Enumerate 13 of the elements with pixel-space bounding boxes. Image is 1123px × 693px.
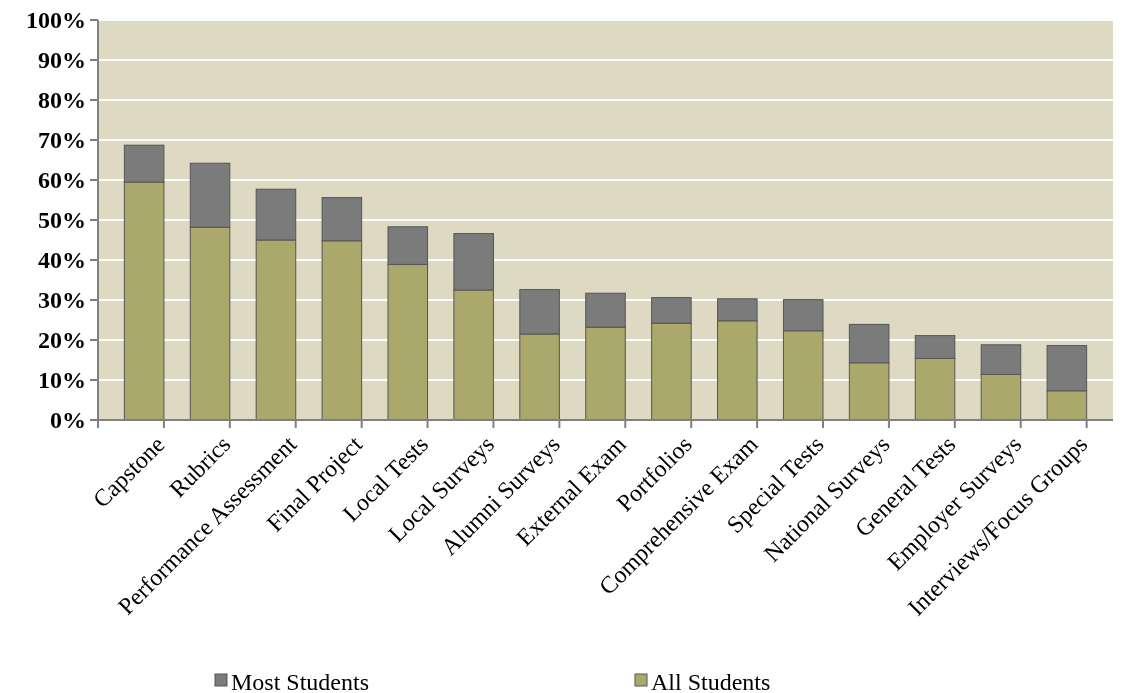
y-tick-label: 0% <box>50 407 86 434</box>
y-tick-label: 100% <box>26 7 86 34</box>
y-tick-label: 40% <box>38 247 86 274</box>
y-tick-label: 50% <box>38 207 86 234</box>
y-tick-label: 90% <box>38 47 86 74</box>
y-tick-label: 30% <box>38 287 86 314</box>
y-tick-label: 10% <box>38 367 86 394</box>
legend-label: All Students <box>651 669 771 693</box>
legend-label: Most Students <box>231 669 370 693</box>
y-tick-label: 60% <box>38 167 86 194</box>
y-tick-label: 80% <box>38 87 86 114</box>
y-tick-label: 70% <box>38 127 86 154</box>
y-tick-label: 20% <box>38 327 86 354</box>
